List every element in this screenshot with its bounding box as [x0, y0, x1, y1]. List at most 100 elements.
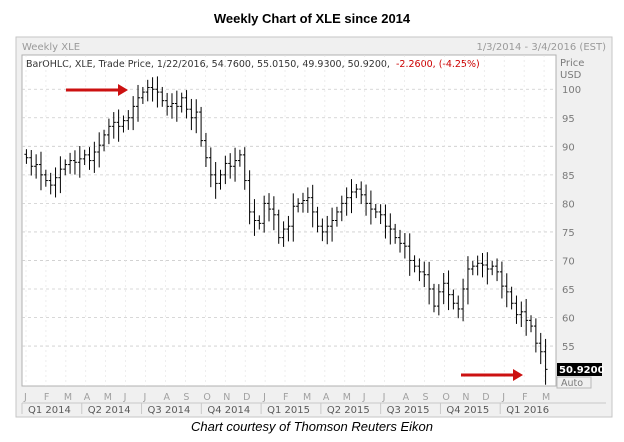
ohlc-bar: [320, 218, 325, 242]
ohlc-bar: [169, 93, 174, 119]
ohlc-bar: [165, 92, 170, 116]
x-tick-month: J: [262, 392, 266, 403]
ohlc-bar: [422, 261, 427, 288]
x-tick-month: A: [84, 392, 91, 403]
ohlc-bar: [538, 332, 543, 365]
ohlc-bar: [339, 195, 344, 222]
x-tick-month: M: [542, 392, 550, 403]
ohlc-bar: [495, 258, 500, 282]
ohlc-bar: [378, 204, 383, 225]
x-tick-quarter: Q3 2014: [148, 405, 191, 416]
ohlc-bar: [475, 255, 480, 276]
ohlc-bar: [344, 187, 349, 216]
y-tick-label: 75: [562, 228, 575, 239]
ohlc-bar: [485, 252, 490, 285]
x-tick-month: N: [223, 392, 230, 403]
annotation-arrows: [66, 84, 523, 381]
x-tick-month: D: [482, 392, 489, 403]
y-tick-label: 90: [562, 142, 575, 153]
x-tick-month: J: [143, 392, 147, 403]
ohlc-bar: [34, 154, 39, 179]
ohlc-bar: [24, 149, 29, 164]
ohlc-bar: [38, 151, 43, 191]
ohlc-bar: [116, 109, 121, 142]
y-tick-label: 95: [562, 114, 575, 125]
x-tick-month: J: [382, 392, 386, 403]
ohlc-bar: [68, 152, 73, 174]
ohlc-bar: [524, 298, 529, 336]
ohlc-bar: [310, 184, 315, 228]
x-tick-month: A: [163, 392, 170, 403]
ohlc-bar: [155, 76, 160, 108]
ohlc-bar: [543, 338, 548, 385]
ohlc-bar: [43, 169, 48, 187]
ohlc-bar: [87, 147, 92, 170]
x-tick-month: J: [362, 392, 366, 403]
x-tick-month: M: [343, 392, 351, 403]
red-arrow: [461, 369, 523, 381]
ohlc-bar: [431, 283, 436, 313]
ohlc-bar: [111, 112, 116, 139]
ohlc-bar: [218, 169, 223, 190]
ohlc-bar: [203, 132, 208, 167]
chart-title: Weekly Chart of XLE since 2014: [213, 11, 411, 26]
ohlc-bar: [252, 199, 257, 236]
plot-area: [21, 54, 557, 387]
ohlc-bar: [402, 233, 407, 259]
ohlc-bar: [286, 215, 291, 242]
ohlc-bar: [446, 270, 451, 311]
ohlc-bar: [499, 261, 504, 299]
legend-values: BarOHLC, XLE, Trade Price, 1/22/2016, 54…: [26, 59, 390, 70]
x-tick-month: F: [44, 392, 49, 403]
x-tick-month: S: [423, 392, 429, 403]
ohlc-bar: [242, 147, 247, 190]
ohlc-bar: [92, 141, 97, 173]
ohlc-bar: [63, 159, 68, 176]
ohlc-bar: [140, 86, 145, 104]
x-tick-quarter: Q4 2015: [446, 405, 489, 416]
x-tick-quarter: Q2 2014: [88, 405, 131, 416]
ohlc-bar: [29, 150, 34, 176]
ohlc-bar: [97, 132, 102, 168]
x-tick-month: F: [522, 392, 527, 403]
ohlc-bar: [237, 149, 242, 167]
ohlc-bar: [461, 278, 466, 322]
ohlc-bar: [136, 84, 141, 122]
ohlc-bar: [208, 147, 213, 188]
ohlc-bar: [349, 179, 354, 214]
ohlc-bar: [519, 301, 524, 327]
ohlc-bar: [184, 90, 189, 119]
legend-change: -2.2600, (-4.25%): [396, 59, 480, 70]
ohlc-bar: [189, 98, 194, 131]
ohlc-bar: [121, 115, 126, 133]
x-tick-month: O: [203, 392, 210, 403]
x-tick-quarter: Q3 2015: [387, 405, 430, 416]
auto-scale-button[interactable]: [556, 376, 592, 389]
ohlc-bar: [300, 192, 305, 213]
x-tick-quarter: Q4 2014: [207, 405, 250, 416]
ohlc-bar: [480, 253, 485, 278]
y-tick-label: 80: [562, 199, 575, 210]
x-tick-quarter: Q2 2015: [327, 405, 370, 416]
ohlc-bar: [305, 187, 310, 213]
auto-scale-label: Auto: [561, 378, 583, 389]
x-tick-month: J: [501, 392, 505, 403]
x-tick-month: A: [323, 392, 330, 403]
ohlc-bar: [160, 86, 165, 107]
ohlc-bar: [281, 221, 286, 247]
ohlc-bar: [490, 261, 495, 276]
ohlc-bar: [315, 206, 320, 233]
ohlc-bar: [106, 118, 111, 145]
ohlc-bar: [533, 318, 538, 353]
y-tick-label: 60: [562, 314, 575, 325]
ohlc-bar: [82, 149, 87, 166]
ohlc-bar: [529, 315, 534, 333]
x-tick-month: M: [64, 392, 72, 403]
ohlc-bar: [388, 213, 393, 245]
ohlc-bar: [126, 110, 131, 130]
x-tick-month: A: [403, 392, 410, 403]
ohlc-bar: [174, 90, 179, 122]
ohlc-bar: [427, 261, 432, 305]
x-tick-month: J: [123, 392, 127, 403]
red-arrow-head: [118, 84, 128, 96]
